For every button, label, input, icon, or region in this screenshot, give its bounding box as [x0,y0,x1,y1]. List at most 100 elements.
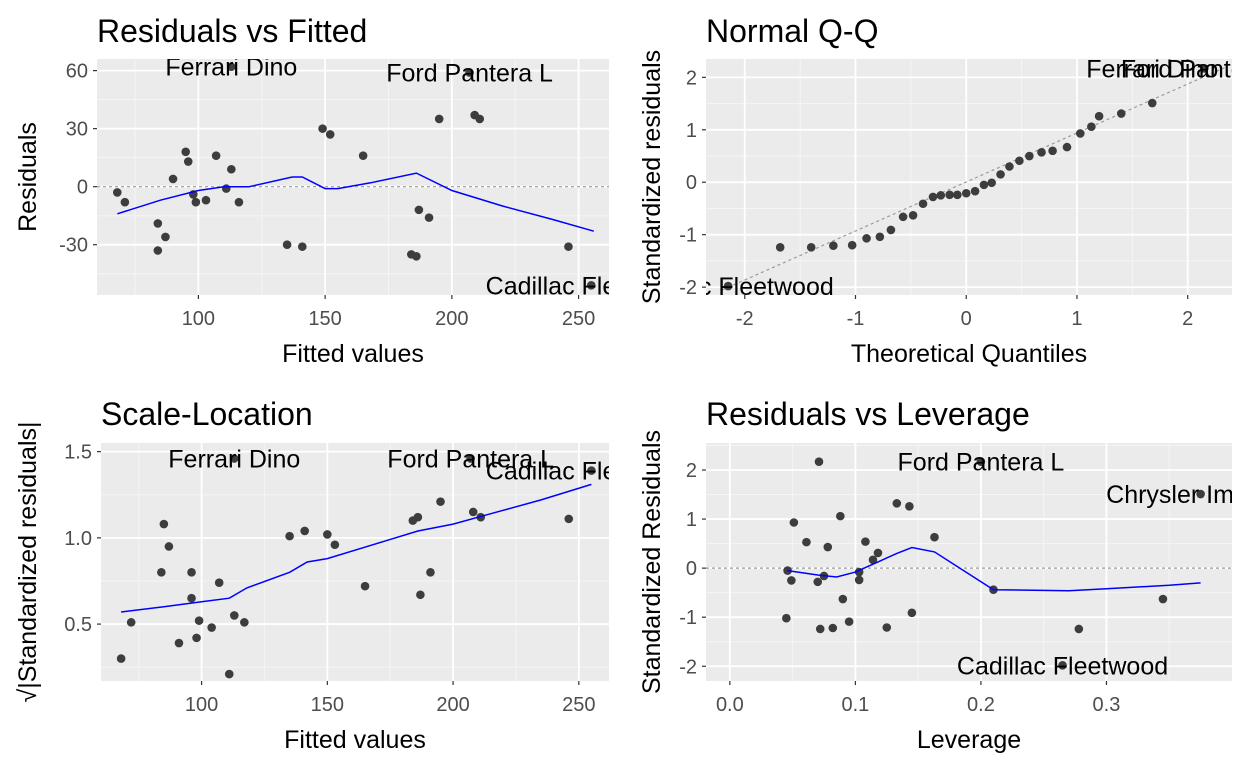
data-point [961,188,971,198]
data-point [828,623,838,633]
x-tick-label: 100 [185,694,218,716]
y-axis-title: Standardized residuals [638,50,666,304]
data-point [112,188,122,197]
data-point [898,212,908,222]
data-point [1005,162,1014,171]
data-point [1048,146,1057,156]
data-point [1087,122,1096,131]
data-point [161,232,170,242]
data-point [466,454,475,463]
data-point [789,518,799,527]
data-point [330,540,340,550]
data-point [815,624,825,634]
x-tick-label: 0.2 [967,694,995,716]
data-point [838,594,848,604]
x-tick-label: -2 [736,308,754,330]
data-point [862,234,871,243]
y-tick-label: 1 [686,120,697,142]
point-annotation: Ferrari Dino [165,54,297,82]
data-point [782,613,791,623]
plot-panel-4: Ford Pantera L Chrysler Imperial Cadillac … [638,396,1248,754]
x-tick-label: 100 [182,308,215,330]
data-point [157,568,166,577]
x-tick-label: 1 [1071,308,1082,330]
y-tick-label: 0 [77,177,88,199]
panel-background [706,443,1232,681]
smooth-line [121,483,592,613]
data-point [979,180,989,190]
data-point [823,542,833,552]
y-axis-title: Standardized Residuals [638,430,666,694]
plot-title: Residuals vs Leverage [706,396,1030,432]
data-point [325,130,335,139]
y-tick-label: 0 [686,558,697,580]
data-point [194,616,204,625]
data-point [1116,109,1126,118]
x-tick-label: 200 [436,694,469,716]
data-point [873,548,883,558]
data-point [412,252,421,261]
x-tick-label: 0 [961,308,972,330]
x-tick-label: 150 [308,308,341,330]
data-point [424,213,434,222]
point-annotation: Ford Pantera L [898,449,1065,477]
data-point [783,566,792,575]
data-point [1200,64,1209,73]
data-point [1025,151,1034,161]
data-point [1196,489,1205,499]
data-point [1075,129,1085,138]
data-point [806,242,816,252]
point-annotation: Ford Pantera L [387,446,554,474]
y-tick-label: 0.5 [64,614,92,636]
data-point [164,542,174,551]
x-tick-label: 250 [562,308,595,330]
smooth-line [117,172,595,232]
data-point [229,611,239,620]
smooth-line [787,546,1201,592]
data-point [936,191,946,200]
data-point [868,555,878,565]
data-point [1074,624,1084,634]
data-point [564,514,574,524]
x-tick-label: -1 [847,308,865,330]
x-tick-label: 150 [311,694,344,716]
data-point [240,618,249,627]
data-point [928,192,938,202]
x-axis-title: Fitted values [282,340,424,368]
data-point [187,568,196,577]
plot-title: Scale-Location [101,396,313,432]
data-point [802,537,811,547]
data-point [191,197,201,207]
data-point [847,240,857,250]
data-point [298,242,307,251]
point-annotation: Cadillac Fleetwood [957,652,1168,680]
y-tick-label: 2 [686,460,697,482]
data-point [153,219,163,228]
y-tick-label: 1 [686,509,697,531]
data-point [996,170,1005,179]
data-point [207,623,216,632]
data-point [875,232,885,242]
y-tick-label: 2 [686,67,697,89]
data-point [323,530,332,539]
data-point [787,576,796,585]
data-point [882,623,892,632]
x-tick-label: 0.3 [1093,694,1121,716]
point-annotation: Ferrari Dino [168,446,300,474]
data-point [908,210,918,220]
y-tick-label: 1.5 [64,442,92,464]
plot-area: Ford Pantera L Chrysler Imperial Cadillac … [706,449,1248,680]
data-point [1058,660,1067,670]
data-point [587,466,596,475]
data-point [886,225,896,235]
data-point [907,608,917,618]
data-point [465,68,474,77]
plot-title: Residuals vs Fitted [97,13,367,49]
data-point [1062,142,1072,152]
x-tick-label: 250 [562,694,595,716]
point-annotation: Chrysler Imperial [1106,481,1248,509]
data-point [829,241,838,251]
data-point [930,532,939,542]
